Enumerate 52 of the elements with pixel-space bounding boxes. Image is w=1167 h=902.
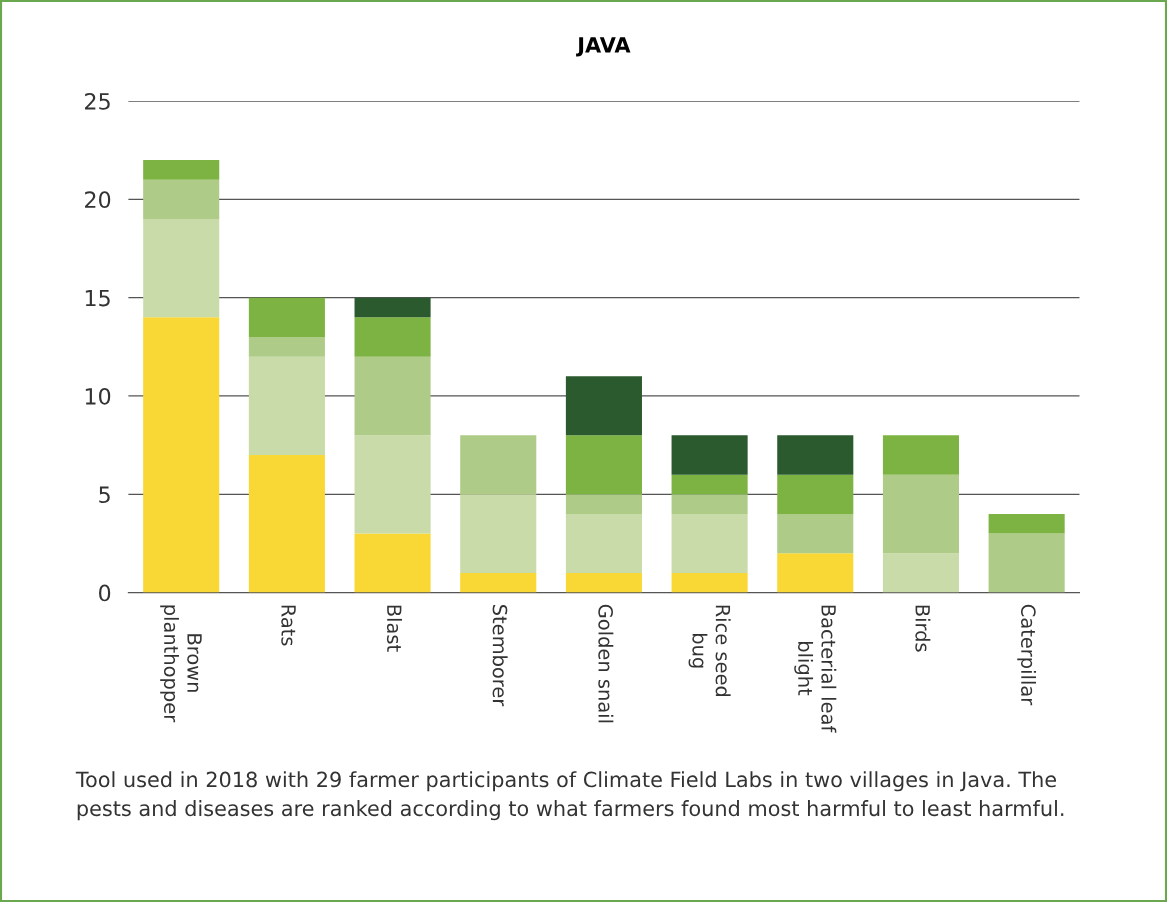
y-tick-label: 0 xyxy=(99,584,111,602)
bar xyxy=(671,572,748,593)
bar xyxy=(143,317,220,593)
bar xyxy=(354,297,431,318)
bar xyxy=(460,572,537,593)
y-tick-label: 20 xyxy=(85,191,111,209)
x-tick-label: Stemborer xyxy=(492,605,508,707)
x-tick-label: Blast xyxy=(386,605,402,652)
bar xyxy=(565,494,642,514)
x-tick-label: Bacterial leaf blight xyxy=(794,605,837,733)
x-tick-label: Rice seed bug xyxy=(688,605,731,697)
bar xyxy=(565,435,642,495)
bar xyxy=(777,513,854,554)
y-tick-label: 25 xyxy=(85,92,110,110)
chart-title: JAVA xyxy=(576,37,631,57)
bar xyxy=(777,553,854,593)
bar xyxy=(671,494,748,514)
bar xyxy=(354,356,431,436)
bar xyxy=(248,336,325,357)
bar xyxy=(354,533,431,593)
x-tick-label: Birds xyxy=(915,605,931,652)
bar xyxy=(882,474,959,554)
bar xyxy=(143,179,220,220)
bar xyxy=(882,435,959,475)
x-tick-label: Rats xyxy=(281,605,296,646)
y-tick-label: 5 xyxy=(99,486,110,504)
bar xyxy=(565,376,642,436)
bar xyxy=(248,454,325,593)
bar xyxy=(882,553,959,593)
bar xyxy=(354,317,431,357)
text: Tool used in 2018 with 29 farmer participants of Climate Field Labs in two villages in Java. The pests and diseases are ranked according to what farmers found most harmful to least harmful. xyxy=(75,771,1064,821)
bar xyxy=(988,513,1065,534)
bar xyxy=(671,435,748,475)
y-tick-label: 10 xyxy=(85,387,111,405)
bar xyxy=(565,513,642,573)
bar xyxy=(460,435,537,495)
bar xyxy=(777,474,854,514)
x-tick-label: Golden snail xyxy=(598,604,614,723)
bar xyxy=(988,533,1065,593)
bar xyxy=(354,435,431,534)
x-tick-label: Brown planthopper xyxy=(160,605,202,723)
bar xyxy=(671,474,748,495)
y-tick-label: 15 xyxy=(85,289,110,307)
bar xyxy=(565,572,642,593)
bar xyxy=(143,219,220,318)
bar xyxy=(248,297,325,337)
bar xyxy=(248,356,325,455)
bar xyxy=(671,513,748,573)
bar xyxy=(143,160,220,180)
bar xyxy=(777,435,854,475)
bar xyxy=(460,494,537,573)
x-tick-label: Caterpillar xyxy=(1017,604,1037,706)
